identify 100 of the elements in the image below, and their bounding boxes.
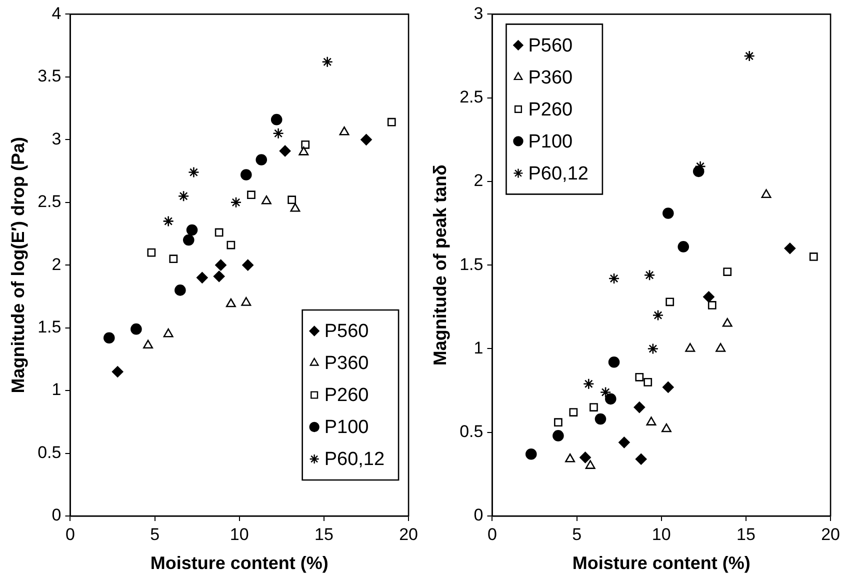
point (387, 118, 396, 126)
y-tick-label: 1 (52, 380, 62, 400)
y-tick-label: 2 (52, 254, 62, 274)
x-tick-label: 5 (572, 524, 582, 544)
point (130, 323, 142, 335)
y-tick-label: 0.5 (38, 442, 62, 462)
point (644, 269, 656, 281)
point (594, 413, 606, 425)
point (298, 146, 309, 156)
point (634, 402, 646, 413)
point (162, 216, 174, 227)
x-tick-label: 20 (399, 524, 418, 544)
legend-label: P100 (528, 131, 573, 152)
legend-label: P560 (528, 35, 573, 56)
point (163, 328, 174, 338)
point (618, 436, 630, 448)
point (226, 298, 236, 308)
point (652, 310, 664, 321)
point (552, 430, 564, 442)
point (214, 228, 224, 237)
point (646, 416, 656, 426)
point (716, 343, 726, 352)
x-tick-label: 10 (652, 524, 671, 544)
legend-label: P260 (528, 99, 573, 120)
point (270, 114, 282, 126)
point (525, 448, 537, 460)
y-tick-label: 4 (52, 4, 62, 23)
point (662, 208, 674, 219)
point (213, 270, 225, 282)
x-axis-title: Moisture content (%) (572, 553, 750, 574)
point (784, 242, 796, 254)
y-tick-label: 3 (52, 129, 62, 148)
point (103, 332, 115, 344)
legend-label: P260 (324, 385, 369, 406)
point (196, 272, 208, 284)
y-tick-label: 0 (474, 506, 484, 525)
y-tick-label: 2.5 (38, 192, 62, 212)
x-tick-label: 5 (150, 524, 160, 544)
point (666, 298, 674, 306)
y-tick-label: 0 (52, 506, 62, 525)
point (708, 301, 716, 310)
point (247, 190, 256, 200)
point (288, 196, 296, 204)
y-tick-label: 1.5 (38, 318, 62, 337)
point (761, 189, 772, 198)
point (703, 291, 714, 303)
point (290, 203, 300, 212)
point (590, 403, 598, 412)
x-tick-label: 0 (66, 524, 75, 544)
y-tick-label: 2.5 (460, 88, 484, 107)
y-tick-label: 1.5 (460, 254, 484, 274)
point (585, 460, 596, 469)
x-tick-label: 15 (314, 524, 334, 544)
point (256, 154, 268, 166)
y-tick-label: 0.5 (460, 422, 484, 442)
legend-label: P60,12 (324, 449, 385, 470)
point (608, 272, 620, 284)
point (322, 56, 333, 68)
y-tick-label: 3 (474, 4, 484, 23)
x-tick-label: 20 (821, 524, 840, 544)
point (635, 453, 647, 465)
point (188, 166, 200, 178)
legend-label: P100 (324, 417, 369, 438)
point (339, 126, 350, 136)
point (112, 366, 124, 378)
point (261, 195, 272, 204)
y-axis-title: Magnitude of peak tanδ (430, 164, 450, 366)
point (647, 343, 659, 354)
x-tick-label: 10 (230, 524, 249, 544)
point (565, 453, 576, 462)
x-tick-label: 0 (488, 524, 497, 544)
legend-label: P60,12 (528, 163, 588, 184)
point (147, 248, 156, 257)
point (744, 50, 755, 62)
x-axis-title: Moisture content (%) (150, 553, 328, 574)
point (608, 356, 620, 368)
point (722, 318, 732, 327)
point (178, 190, 190, 202)
point (240, 169, 252, 180)
point (604, 393, 616, 405)
point (600, 386, 612, 398)
legend-label: P360 (324, 353, 369, 374)
legend-label: P360 (528, 67, 573, 88)
point (242, 259, 254, 271)
point (809, 252, 818, 261)
point (301, 140, 310, 149)
point (360, 134, 372, 146)
point (182, 234, 194, 246)
point (580, 452, 591, 464)
point (169, 254, 178, 264)
point (241, 297, 252, 306)
point (174, 284, 186, 296)
point (678, 241, 690, 252)
point (215, 259, 226, 271)
x-tick-label: 15 (736, 524, 756, 544)
point (272, 128, 284, 140)
point (230, 196, 242, 208)
point (569, 408, 578, 416)
point (279, 145, 291, 157)
point (226, 240, 236, 250)
